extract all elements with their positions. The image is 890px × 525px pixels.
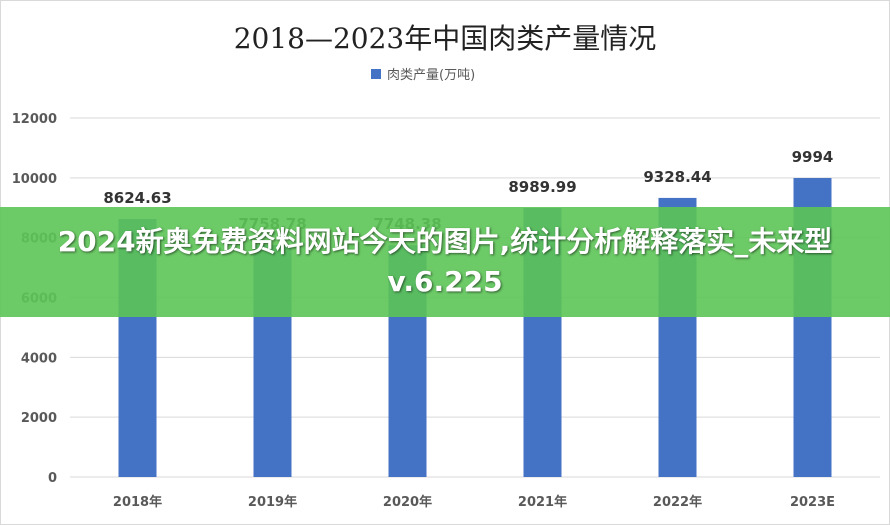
y-tick-label: 2000 — [21, 411, 57, 426]
x-tick-label: 2023E — [790, 495, 835, 510]
banner-text: 2024新奥免费资料网站今天的图片,统计分析解释落实_未来型v.6.225 — [57, 225, 833, 298]
x-tick-label: 2022年 — [653, 494, 702, 510]
y-tick-label: 10000 — [12, 172, 57, 187]
data-label: 9328.44 — [643, 168, 711, 186]
y-tick-label: 12000 — [12, 112, 57, 127]
x-tick-label: 2019年 — [248, 494, 297, 510]
chart-title: 2018—2023年中国肉类产量情况 — [234, 22, 657, 55]
y-tick-label: 4000 — [21, 351, 57, 366]
overlay-banner: 2024新奥免费资料网站今天的图片,统计分析解释落实_未来型v.6.225 — [0, 207, 890, 317]
legend-label: 肉类产量(万吨) — [387, 68, 475, 83]
data-label: 9994 — [792, 148, 834, 166]
y-tick-label: 0 — [48, 471, 57, 486]
x-tick-label: 2018年 — [113, 494, 162, 510]
data-label: 8624.63 — [103, 189, 171, 207]
x-tick-label: 2021年 — [518, 494, 567, 510]
legend-swatch — [371, 69, 381, 79]
x-tick-label: 2020年 — [383, 494, 432, 510]
data-label: 8989.99 — [508, 178, 576, 196]
